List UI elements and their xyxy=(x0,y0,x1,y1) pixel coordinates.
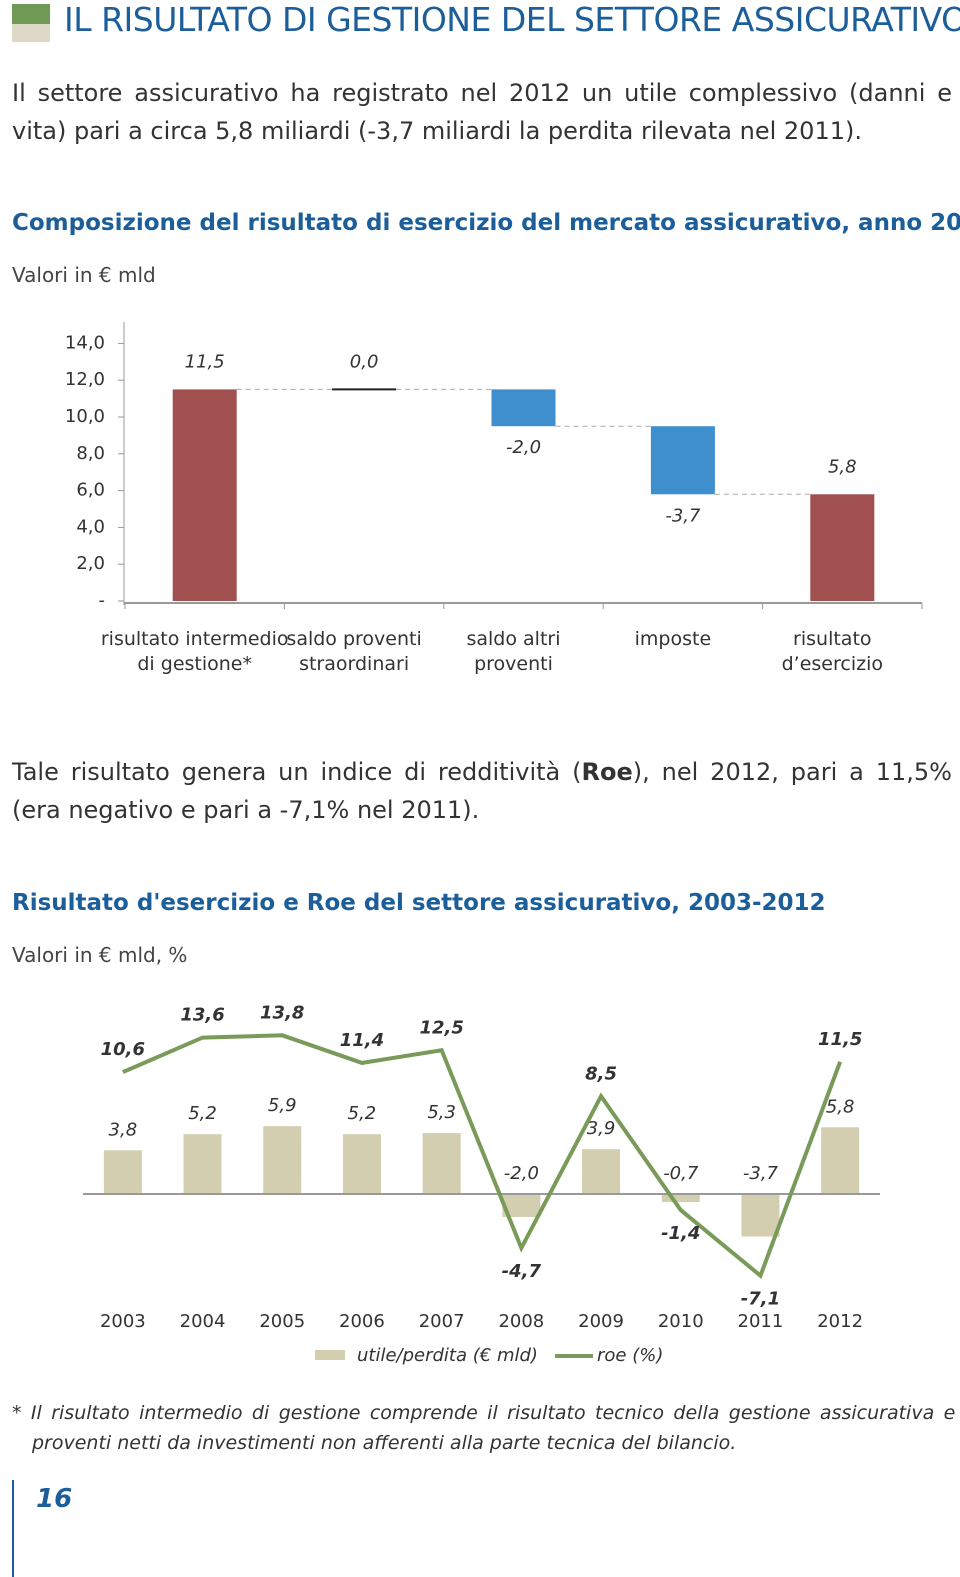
bar xyxy=(741,1194,780,1237)
bar xyxy=(422,1133,461,1194)
bar xyxy=(810,494,875,601)
x-tick-label: 2005 xyxy=(259,1311,305,1332)
line xyxy=(122,1033,843,1279)
y-tick-label: 12,0 xyxy=(65,369,105,390)
value-label: 8,5 xyxy=(585,1063,617,1084)
value-label: 12,5 xyxy=(419,1017,463,1038)
bar xyxy=(661,1194,700,1203)
x-tick-label: risultato d’esercizio xyxy=(781,628,883,675)
bar xyxy=(183,1134,222,1194)
value-label: -4,7 xyxy=(502,1261,542,1282)
y-tick-label: 8,0 xyxy=(76,443,105,464)
value-label: 11,4 xyxy=(340,1030,384,1051)
x-tick-label: 2010 xyxy=(658,1311,704,1332)
chart-subtitle: Valori in € mld xyxy=(12,263,156,287)
value-label: -7,1 xyxy=(741,1289,780,1310)
bar xyxy=(491,389,556,427)
bar xyxy=(821,1127,860,1194)
x-tick-label: imposte xyxy=(634,628,712,650)
value-label: 11,5 xyxy=(818,1029,862,1050)
value-label: 13,6 xyxy=(180,1005,224,1026)
paragraph: Il settore assicurativo ha registrato ne… xyxy=(12,74,952,150)
value-label: 5,3 xyxy=(427,1102,456,1123)
value-label: 0,0 xyxy=(350,351,379,372)
y-tick-label: 6,0 xyxy=(76,480,105,501)
value-label: -3,7 xyxy=(743,1163,779,1184)
header-title: IL RISULTATO DI GESTIONE DEL SETTORE ASS… xyxy=(64,0,960,39)
text: Tale risultato genera un indice di reddi… xyxy=(12,758,582,786)
page-number: 16 xyxy=(36,1484,73,1514)
value-label: 5,8 xyxy=(828,456,857,477)
y-tick-label: 10,0 xyxy=(65,406,105,427)
text: Il settore assicurativo ha registrato ne… xyxy=(12,79,952,145)
value-label: 5,2 xyxy=(348,1103,377,1124)
bar xyxy=(650,426,715,495)
x-tick-label: risultato intermedio di gestione* xyxy=(100,628,289,675)
header-icon xyxy=(12,4,50,24)
x-tick-label: 2006 xyxy=(339,1311,385,1332)
legend-label: utile/perdita (€ mld) xyxy=(357,1345,538,1366)
value-label: 5,2 xyxy=(188,1103,217,1124)
bar xyxy=(263,1126,302,1194)
chart-title: Risultato d'esercizio e Roe del settore … xyxy=(12,890,826,916)
bar xyxy=(172,389,237,601)
x-tick-label: saldo proventi straordinari xyxy=(286,628,422,675)
page-rule xyxy=(12,1480,14,1577)
value-label: 5,9 xyxy=(268,1095,297,1116)
value-label: 3,8 xyxy=(109,1119,138,1140)
chart-title: Composizione del risultato di esercizio … xyxy=(12,210,960,236)
x-tick-label: 2007 xyxy=(419,1311,465,1332)
value-label: -2,0 xyxy=(506,437,541,458)
legend-swatch xyxy=(315,1350,345,1360)
legend-label: roe (%) xyxy=(597,1345,663,1366)
bar xyxy=(502,1194,541,1217)
value-label: -1,4 xyxy=(661,1223,700,1244)
chart-subtitle: Valori in € mld, % xyxy=(12,943,188,967)
text: Roe xyxy=(581,758,633,786)
bar xyxy=(103,1150,142,1194)
y-tick-label: 4,0 xyxy=(76,516,105,537)
x-tick-label: 2011 xyxy=(738,1311,784,1332)
value-label: 3,9 xyxy=(587,1118,616,1139)
footnote: * Il risultato intermedio di gestione co… xyxy=(12,1402,960,1454)
x-tick-label: 2009 xyxy=(578,1311,624,1332)
x-tick-label: 2008 xyxy=(498,1311,544,1332)
y-tick-label: 14,0 xyxy=(65,332,105,353)
y-tick-label: 2,0 xyxy=(76,553,105,574)
text: ), nel 2012, pari a 11,5% (era negativo … xyxy=(12,758,952,824)
paragraph: Tale risultato genera un indice di reddi… xyxy=(12,753,952,829)
value-label: 13,8 xyxy=(260,1002,304,1023)
bar xyxy=(582,1149,621,1194)
value-label: -0,7 xyxy=(663,1163,699,1184)
x-tick-label: 2004 xyxy=(180,1311,226,1332)
value-label: -2,0 xyxy=(504,1163,539,1184)
value-label: -3,7 xyxy=(665,505,701,526)
x-tick-label: 2012 xyxy=(817,1311,863,1332)
value-label: 10,6 xyxy=(101,1039,145,1060)
header-icon xyxy=(12,24,50,42)
x-tick-label: 2003 xyxy=(100,1311,146,1332)
bar xyxy=(342,1134,381,1194)
value-label: 11,5 xyxy=(185,351,225,372)
x-tick-label: saldo altri proventi xyxy=(466,628,561,675)
value-label: 5,8 xyxy=(826,1096,855,1117)
y-tick-label: - xyxy=(99,590,106,611)
